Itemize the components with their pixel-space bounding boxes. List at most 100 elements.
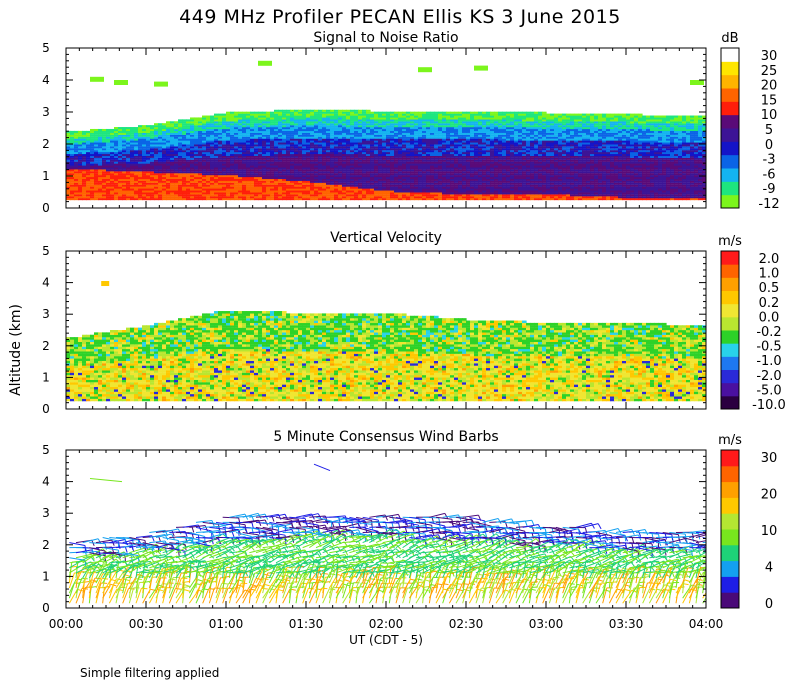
snr-cell (514, 165, 519, 168)
snr-cell (450, 190, 455, 193)
snr-cell (258, 161, 263, 164)
snr-cell (118, 176, 123, 180)
snr-cell (314, 192, 319, 195)
snr-cell (474, 144, 479, 147)
snr-cell (298, 144, 303, 147)
snr-cell (382, 134, 387, 137)
snr-cell (266, 117, 271, 120)
snr-cell (310, 171, 315, 174)
snr-cell (146, 198, 151, 201)
snr-cell (178, 169, 183, 172)
snr-cell (386, 146, 391, 149)
snr-cell (106, 155, 111, 158)
snr-cell (142, 163, 147, 166)
snr-cell (134, 163, 139, 166)
snr-cell (98, 142, 103, 145)
snr-cell (478, 121, 483, 124)
snr-cell (442, 111, 447, 114)
snr-cell (274, 125, 279, 128)
snr-cell (170, 152, 175, 155)
snr-cell (122, 190, 127, 193)
snr-cell (230, 173, 235, 176)
snr-cell (418, 163, 423, 166)
snr-cell (358, 123, 363, 126)
snr-cell (418, 152, 423, 155)
snr-cell (390, 173, 395, 176)
snr-cell (414, 171, 419, 174)
snr-cell (170, 148, 175, 151)
snr-cell (474, 128, 479, 132)
snr-cell (122, 161, 127, 164)
snr-cell (150, 157, 155, 160)
snr-cell (490, 165, 495, 168)
snr-cell (330, 128, 335, 132)
snr-cell (322, 117, 327, 120)
snr-cell (398, 119, 403, 122)
snr-cell (474, 192, 479, 195)
snr-cell (86, 171, 91, 174)
snr-cell (142, 148, 147, 151)
snr-cell (350, 127, 355, 130)
snr-cell (298, 196, 303, 199)
snr-cell (426, 132, 431, 135)
snr-cell (162, 161, 167, 164)
snr-cell (406, 178, 411, 181)
snr-cell (394, 188, 399, 191)
snr-cell (94, 194, 99, 197)
snr-cell (374, 121, 379, 124)
snr-cell (370, 167, 375, 170)
snr-cell (242, 192, 247, 195)
snr-cell (374, 180, 379, 183)
snr-cell (434, 167, 439, 170)
snr-cell (470, 178, 475, 181)
snr-cell (310, 161, 315, 164)
snr-cell (482, 128, 487, 132)
snr-cell (238, 144, 243, 147)
snr-cell (274, 127, 279, 130)
snr-cell (222, 121, 227, 124)
snr-cell (66, 178, 71, 181)
snr-cell (298, 157, 303, 160)
snr-cell (258, 155, 263, 158)
snr-cell (302, 121, 307, 124)
snr-cell (410, 142, 415, 145)
snr-cell (130, 171, 135, 174)
snr-cell (498, 182, 503, 185)
snr-cell (454, 152, 459, 155)
snr-cell (410, 127, 415, 130)
snr-cell (326, 140, 331, 143)
snr-cell (226, 157, 231, 160)
snr-cell (282, 134, 287, 137)
snr-cell (138, 175, 143, 178)
snr-cell (442, 152, 447, 155)
snr-cell (254, 182, 259, 185)
snr-cell (510, 167, 515, 170)
snr-cell (150, 188, 155, 191)
snr-cell (298, 161, 303, 164)
snr-cell (86, 175, 91, 178)
snr-cell (114, 148, 119, 151)
snr-cell (406, 175, 411, 178)
snr-cell (326, 157, 331, 160)
snr-cell (290, 138, 295, 141)
snr-cell (418, 153, 423, 156)
snr-cell (514, 196, 519, 199)
snr-cell (378, 192, 383, 195)
snr-cell (498, 138, 503, 141)
snr-cell (390, 198, 395, 201)
snr-cell (102, 148, 107, 151)
snr-cell (454, 192, 459, 195)
snr-cell (114, 173, 119, 176)
snr-cell (374, 140, 379, 143)
snr-cell (446, 182, 451, 185)
snr-cell (410, 163, 415, 166)
snr-cell (262, 169, 267, 172)
snr-cell (70, 180, 75, 183)
snr-cell (478, 152, 483, 155)
snr-cell (442, 175, 447, 178)
snr-cell (418, 134, 423, 137)
snr-cell (390, 178, 395, 181)
snr-cell (378, 138, 383, 141)
snr-cell (282, 157, 287, 160)
snr-cell (106, 153, 111, 156)
